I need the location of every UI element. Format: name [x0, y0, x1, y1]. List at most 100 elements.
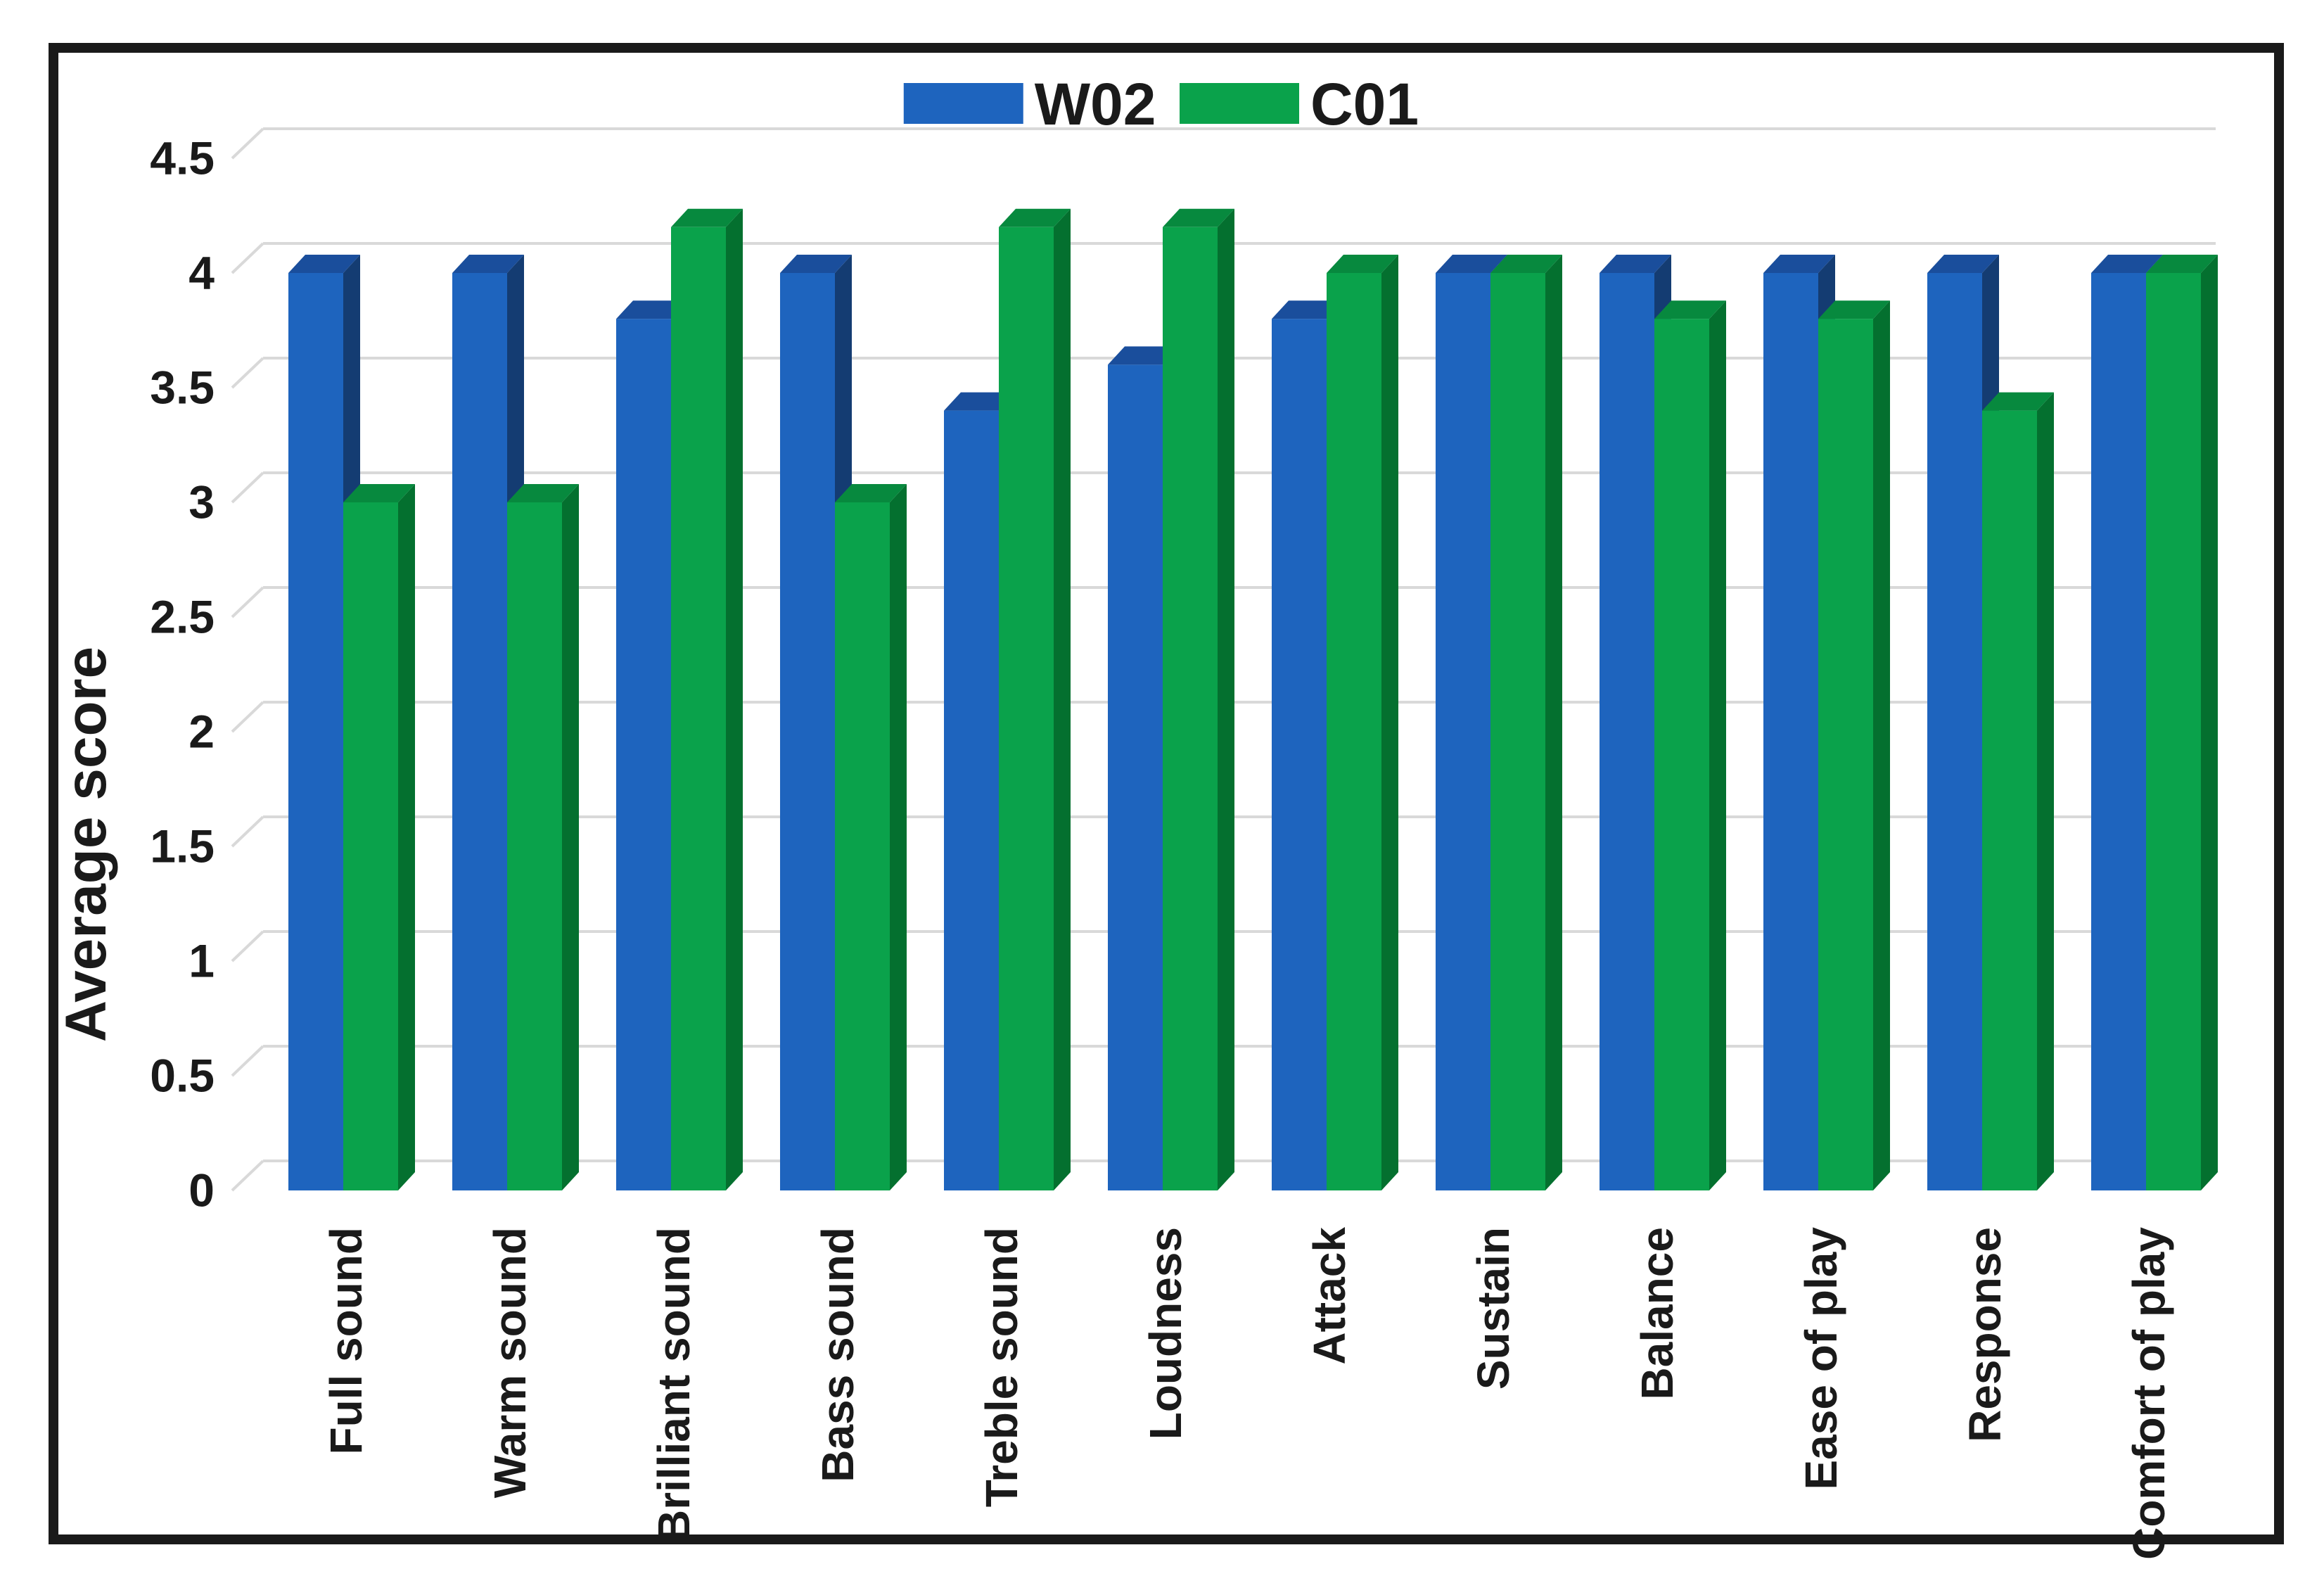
category-label: Sustain: [1468, 1227, 1519, 1390]
bar-front-face: [343, 502, 398, 1190]
category-label: Treble sound: [976, 1227, 1027, 1507]
bar-front-face: [1436, 273, 1490, 1190]
bar-top-face: [1818, 300, 1890, 319]
bar-top-face: [452, 255, 524, 273]
bar-front-face: [1600, 273, 1654, 1190]
bar-top-face: [343, 484, 415, 502]
bar-front-face: [1108, 364, 1163, 1190]
bar-top-face: [1163, 208, 1234, 227]
bar-C01-sustain: [1490, 255, 1562, 1190]
category-label: Ease of play: [1796, 1227, 1846, 1490]
bar-front-face: [288, 273, 343, 1190]
category-label: Attack: [1304, 1227, 1355, 1365]
bar-side-face: [2037, 392, 2054, 1190]
bar-side-face: [1709, 300, 1726, 1191]
bar-top-face: [944, 392, 1016, 411]
bar-top-face: [1436, 255, 1507, 273]
category-label: Brilliant sound: [649, 1227, 699, 1542]
bar-front-face: [671, 227, 726, 1190]
tick-depth-connector: [231, 815, 264, 848]
figure-frame: [49, 43, 2284, 1544]
bar-front-face: [1163, 227, 1218, 1190]
bar-front-face: [780, 273, 835, 1190]
legend-swatch-w02: [903, 83, 1023, 124]
bar-front-face: [1327, 273, 1381, 1190]
y-tick-label: 3: [189, 476, 215, 528]
bar-side-face: [2201, 255, 2218, 1190]
bar-top-face: [1490, 255, 1562, 273]
bar-front-face: [1272, 319, 1327, 1191]
bar-C01-comfort-of-play: [2146, 255, 2218, 1190]
bar-top-face: [780, 255, 852, 273]
legend-swatch-c01: [1180, 83, 1299, 124]
bar-top-face: [1327, 255, 1398, 273]
bar-top-face: [616, 300, 688, 319]
bar-top-face: [1600, 255, 1671, 273]
category-label: Loudness: [1140, 1227, 1191, 1440]
bar-top-face: [2146, 255, 2218, 273]
bar-front-face: [835, 502, 890, 1190]
bar-C01-full-sound: [343, 484, 415, 1190]
bar-side-face: [726, 208, 743, 1190]
category-label: Warm sound: [485, 1227, 535, 1498]
bar-side-face: [1873, 300, 1890, 1191]
bar-side-face: [562, 484, 579, 1190]
bar-top-face: [1982, 392, 2054, 411]
bar-side-face: [398, 484, 415, 1190]
bar-C01-bass-sound: [835, 484, 907, 1190]
bar-front-face: [2091, 273, 2146, 1190]
bar-top-face: [1272, 300, 1343, 319]
y-tick-label: 0: [189, 1164, 215, 1216]
bar-top-face: [1927, 255, 1999, 273]
y-tick-label: 2: [189, 705, 215, 757]
tick-depth-connector: [231, 1045, 264, 1077]
bar-front-face: [944, 410, 999, 1190]
bar-C01-treble-sound: [999, 208, 1071, 1190]
category-label: Balance: [1632, 1227, 1683, 1399]
bar-top-face: [1763, 255, 1835, 273]
bar-front-face: [1982, 410, 2037, 1190]
y-tick-label: 3.5: [150, 361, 215, 413]
y-tick-label: 2.5: [150, 590, 215, 642]
bar-side-face: [1381, 255, 1398, 1190]
bar-C01-balance: [1654, 300, 1726, 1191]
tick-depth-connector: [231, 471, 264, 504]
bar-front-face: [1927, 273, 1982, 1190]
y-axis-title: Average score: [54, 647, 118, 1042]
y-tick-label: 0.5: [150, 1049, 215, 1101]
bar-front-face: [1818, 319, 1873, 1191]
bar-top-face: [835, 484, 907, 502]
bar-top-face: [1108, 346, 1180, 365]
legend-label-w02: W02: [1035, 71, 1156, 137]
tick-depth-connector: [231, 930, 264, 962]
bar-C01-ease-of-play: [1818, 300, 1890, 1191]
tick-depth-connector: [231, 586, 264, 618]
bar-C01-warm-sound: [507, 484, 579, 1190]
y-tick-label: 4: [189, 246, 215, 298]
bar-top-face: [2091, 255, 2163, 273]
bar-front-face: [1490, 273, 1545, 1190]
legend-label-c01: C01: [1310, 71, 1419, 137]
y-tick-label: 1: [189, 934, 215, 986]
bar-front-face: [1763, 273, 1818, 1190]
bar-side-face: [1054, 208, 1071, 1190]
bar-side-face: [890, 484, 907, 1190]
bar-side-face: [1545, 255, 1562, 1190]
bar-front-face: [1654, 319, 1709, 1191]
bar-side-face: [1218, 208, 1234, 1190]
bar-front-face: [507, 502, 562, 1190]
bar-C01-loudness: [1163, 208, 1234, 1190]
bar-top-face: [507, 484, 579, 502]
category-label: Response: [1960, 1227, 2010, 1442]
tick-depth-connector: [231, 242, 264, 274]
tick-depth-connector: [231, 357, 264, 389]
bar-C01-response: [1982, 392, 2054, 1190]
bar-C01-brilliant-sound: [671, 208, 743, 1190]
tick-depth-connector: [231, 127, 264, 160]
category-label: Bass sound: [812, 1227, 863, 1482]
category-label: Full sound: [321, 1227, 371, 1455]
bar-front-face: [616, 319, 671, 1191]
y-tick-label: 1.5: [150, 820, 215, 872]
